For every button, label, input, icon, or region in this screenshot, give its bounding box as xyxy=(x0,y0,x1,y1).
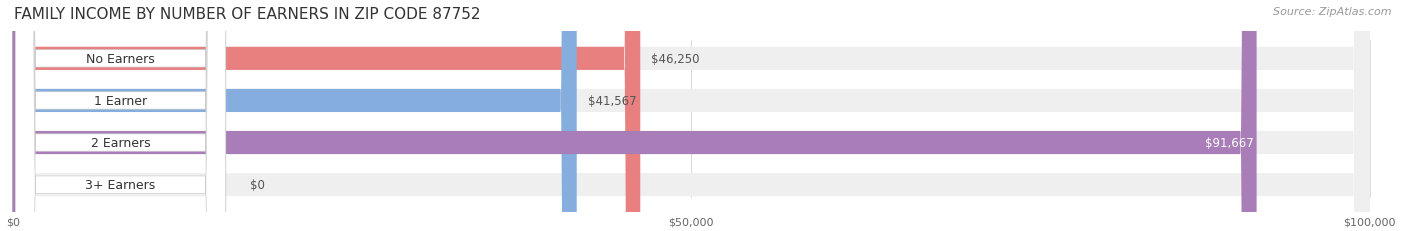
FancyBboxPatch shape xyxy=(15,0,226,231)
Text: No Earners: No Earners xyxy=(86,53,155,66)
FancyBboxPatch shape xyxy=(13,0,640,231)
Text: Source: ZipAtlas.com: Source: ZipAtlas.com xyxy=(1274,7,1392,17)
Text: $46,250: $46,250 xyxy=(651,53,700,66)
FancyBboxPatch shape xyxy=(13,0,1369,231)
Text: 1 Earner: 1 Earner xyxy=(94,94,148,107)
FancyBboxPatch shape xyxy=(15,0,226,231)
Text: $0: $0 xyxy=(250,178,264,191)
Text: 2 Earners: 2 Earners xyxy=(91,137,150,149)
Text: FAMILY INCOME BY NUMBER OF EARNERS IN ZIP CODE 87752: FAMILY INCOME BY NUMBER OF EARNERS IN ZI… xyxy=(14,7,481,22)
Text: $41,567: $41,567 xyxy=(588,94,636,107)
FancyBboxPatch shape xyxy=(13,0,1257,231)
Text: 3+ Earners: 3+ Earners xyxy=(86,178,156,191)
FancyBboxPatch shape xyxy=(13,0,1369,231)
FancyBboxPatch shape xyxy=(15,0,226,231)
Text: $91,667: $91,667 xyxy=(1205,137,1254,149)
FancyBboxPatch shape xyxy=(13,0,1369,231)
FancyBboxPatch shape xyxy=(13,0,1369,231)
FancyBboxPatch shape xyxy=(13,0,576,231)
FancyBboxPatch shape xyxy=(15,0,226,231)
